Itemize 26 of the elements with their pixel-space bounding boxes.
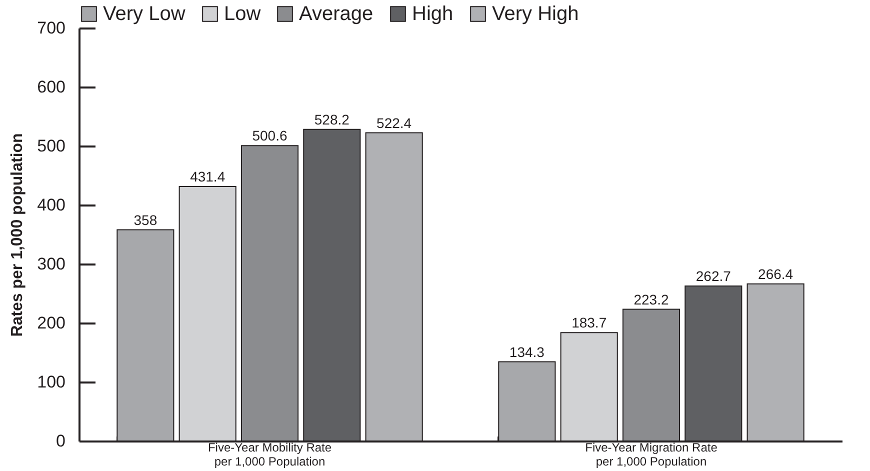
y-tick-label: 500 (37, 136, 66, 156)
x-tick-label: Five-Year Mobility Rate per 1,000 Population (208, 440, 332, 468)
data-label: 134.3 (509, 344, 545, 360)
y-axis-title: Rates per 1,000 population (9, 133, 26, 337)
y-tick-label: 200 (37, 314, 66, 332)
legend-label: Low (224, 3, 262, 25)
x-tick-label: Five-Year Migration Rate per 1,000 Population (585, 440, 718, 468)
legend-label: Very High (492, 3, 579, 25)
data-label: 522.4 (376, 114, 412, 131)
y-tick-label: 700 (37, 18, 66, 38)
legend-label: Average (299, 3, 374, 25)
y-tick-label: 600 (37, 78, 66, 96)
data-label: 262.7 (696, 268, 732, 284)
legend-label: Very Low (103, 3, 186, 25)
y-tick-label: 0 (56, 432, 66, 450)
y-tick-label: 100 (37, 372, 66, 392)
data-label: 183.7 (572, 314, 607, 331)
y-tick-label: 400 (37, 196, 66, 214)
data-label: 431.4 (190, 168, 226, 184)
data-label: 266.4 (758, 266, 794, 282)
data-label: 500.6 (252, 128, 288, 144)
legend-label: High (412, 3, 454, 25)
data-label: 528.2 (314, 111, 350, 128)
y-tick-label: 300 (37, 254, 66, 274)
data-label: 358 (134, 212, 158, 228)
data-label: 223.2 (634, 291, 669, 308)
